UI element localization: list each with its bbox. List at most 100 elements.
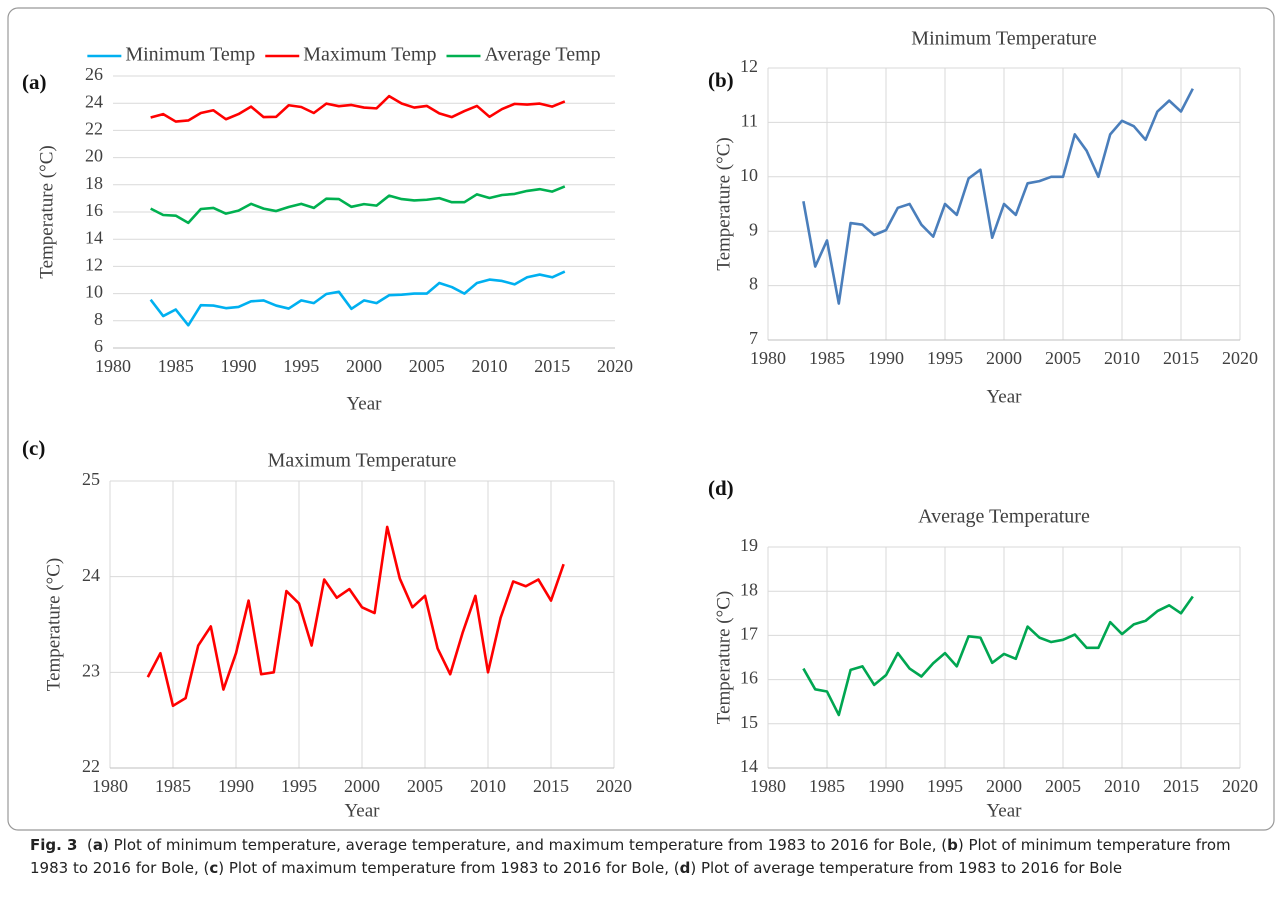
x-tick-label: 2010 <box>472 356 508 376</box>
x-tick-label: 1990 <box>868 776 904 796</box>
y-tick-label: 25 <box>82 469 100 489</box>
x-tick-label: 2020 <box>1222 348 1258 368</box>
x-tick-label: 2020 <box>1222 776 1258 796</box>
y-tick-label: 14 <box>740 756 758 776</box>
x-tick-label: 2010 <box>1104 348 1140 368</box>
y-axis-label: Temperature (°C) <box>43 558 64 691</box>
x-axis-label: Year <box>986 386 1022 407</box>
legend-label: Average Temp <box>484 44 600 66</box>
x-tick-label: 2020 <box>597 356 633 376</box>
x-tick-label: 1995 <box>927 348 963 368</box>
y-tick-label: 11 <box>741 111 758 131</box>
x-tick-label: 1995 <box>283 356 319 376</box>
y-tick-label: 16 <box>740 668 758 688</box>
y-tick-label: 19 <box>740 535 758 555</box>
data-line <box>150 185 566 225</box>
y-tick-label: 12 <box>740 56 758 76</box>
y-tick-label: 6 <box>94 336 103 356</box>
panel-label: (c) <box>22 436 45 460</box>
x-tick-label: 2015 <box>1163 348 1199 368</box>
y-tick-label: 14 <box>85 227 103 247</box>
x-tick-label: 1985 <box>809 776 845 796</box>
y-tick-label: 10 <box>740 165 758 185</box>
caption-text: ) Plot of minimum temperature, average t… <box>103 836 948 854</box>
x-tick-label: 2010 <box>470 776 506 796</box>
x-tick-label: 1995 <box>281 776 317 796</box>
x-tick-label: 2015 <box>1163 776 1199 796</box>
y-tick-label: 22 <box>85 119 103 139</box>
x-tick-label: 2015 <box>533 776 569 796</box>
y-axis-label: Temperature (°C) <box>713 591 734 724</box>
x-tick-label: 2000 <box>986 348 1022 368</box>
x-tick-label: 1980 <box>95 356 131 376</box>
data-line <box>146 525 565 708</box>
y-tick-label: 20 <box>85 146 103 166</box>
x-tick-label: 1990 <box>218 776 254 796</box>
y-tick-label: 24 <box>82 565 100 585</box>
x-tick-label: 2020 <box>596 776 632 796</box>
figure: 6 8 10 12 14 16 18 20 22 24 26 1980 1985 1990 1995 2000… <box>7 7 1275 831</box>
caption-text: a <box>92 836 104 854</box>
data-line <box>150 94 566 123</box>
x-tick-label: 1985 <box>809 348 845 368</box>
frame <box>7 7 1275 831</box>
x-tick-label: 2000 <box>346 356 382 376</box>
y-tick-label: 16 <box>85 200 103 220</box>
data-line <box>802 595 1194 717</box>
x-tick-label: 1980 <box>750 348 786 368</box>
y-tick-label: 18 <box>85 173 103 193</box>
y-tick-label: 12 <box>85 255 103 275</box>
caption: Fig. 3 (a) Plot of minimum temperature, … <box>30 834 1260 880</box>
y-tick-label: 26 <box>85 64 103 84</box>
y-tick-label: 7 <box>749 328 758 348</box>
y-tick-label: 22 <box>82 756 100 776</box>
y-tick-label: 8 <box>749 274 758 294</box>
chart-title: Average Temperature <box>918 506 1090 528</box>
chart-title: Minimum Temperature <box>911 28 1097 50</box>
chart-title: Maximum Temperature <box>268 450 457 472</box>
caption-text: ( <box>87 836 93 854</box>
caption-label: Fig. 3 <box>30 836 78 854</box>
y-tick-label: 8 <box>94 309 103 329</box>
x-tick-label: 2005 <box>1045 348 1081 368</box>
y-tick-label: 17 <box>740 624 758 644</box>
panel-label: (d) <box>708 476 734 500</box>
x-tick-label: 2005 <box>407 776 443 796</box>
legend-label: Maximum Temp <box>303 44 436 66</box>
panel-label: (a) <box>22 70 47 94</box>
x-tick-label: 2005 <box>1045 776 1081 796</box>
caption-text: d <box>679 859 691 877</box>
x-tick-label: 2015 <box>534 356 570 376</box>
y-axis-label: Temperature (°C) <box>713 137 734 270</box>
x-tick-label: 1985 <box>155 776 191 796</box>
x-tick-label: 1980 <box>750 776 786 796</box>
caption-text: c <box>209 859 219 877</box>
data-line <box>149 270 566 327</box>
x-tick-label: 2010 <box>1104 776 1140 796</box>
x-tick-label: 1990 <box>221 356 257 376</box>
y-tick-label: 9 <box>749 219 758 239</box>
caption-text: ) Plot of minimum temperature from 1983 … <box>30 836 1231 877</box>
x-tick-label: 2000 <box>986 776 1022 796</box>
x-tick-label: 1995 <box>927 776 963 796</box>
data-line <box>802 88 1194 305</box>
y-axis-label: Temperature (°C) <box>36 145 57 278</box>
caption-text: ) Plot of maximum temperature from 1983 … <box>218 859 680 877</box>
x-axis-label: Year <box>346 393 382 414</box>
y-tick-label: 15 <box>740 712 758 732</box>
y-tick-label: 23 <box>82 660 100 680</box>
x-tick-label: 1990 <box>868 348 904 368</box>
x-tick-label: 2005 <box>409 356 445 376</box>
caption-text: ) Plot of average temperature from 1983 … <box>690 859 1123 877</box>
y-tick-label: 24 <box>85 91 103 111</box>
x-axis-label: Year <box>344 800 380 821</box>
y-tick-label: 10 <box>85 282 103 302</box>
caption-text: b <box>947 836 958 854</box>
y-tick-label: 18 <box>740 579 758 599</box>
x-tick-label: 2000 <box>344 776 380 796</box>
legend-label: Minimum Temp <box>125 44 255 66</box>
x-tick-label: 1985 <box>158 356 194 376</box>
x-axis-label: Year <box>986 800 1022 821</box>
panel-label: (b) <box>708 68 734 92</box>
